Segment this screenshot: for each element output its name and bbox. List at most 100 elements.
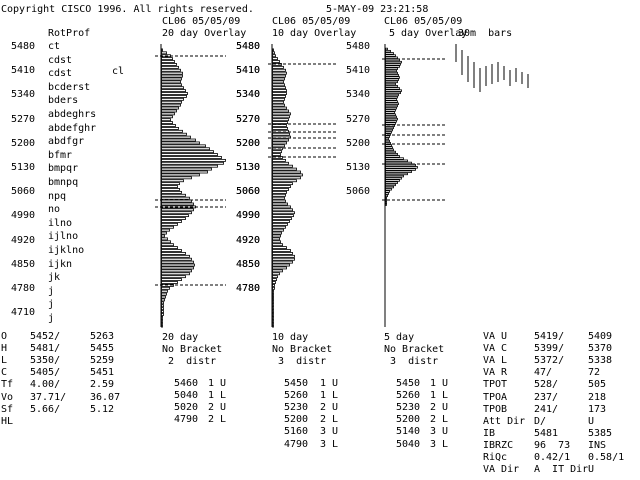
- profile-bar: [161, 147, 210, 151]
- profile-bar: [385, 117, 398, 121]
- profile-bar: [161, 121, 173, 124]
- profile-bar: [272, 48, 274, 52]
- distr-label: 1 L: [430, 390, 449, 402]
- profile-bar: [161, 275, 186, 279]
- distr-price: 4790: [174, 414, 199, 426]
- panel3-footer-1: No Bracket: [384, 344, 445, 355]
- profile-bar: [385, 163, 416, 167]
- profile-bar: [385, 63, 401, 66]
- profile-bar: [161, 281, 178, 284]
- profile-bar: [161, 301, 164, 305]
- profile-bar: [272, 205, 291, 209]
- stat-label: IBRZC: [483, 439, 514, 451]
- profile-bar: [272, 86, 286, 90]
- panel2-title: CL06 05/05/09: [272, 16, 351, 27]
- panel-price-label: 4780: [236, 283, 261, 294]
- profile-bar: [272, 295, 274, 299]
- distr-price: 5160: [284, 426, 309, 438]
- stat-label: VA L: [483, 355, 508, 367]
- distr-label: 2 U: [208, 402, 227, 414]
- stat-value-b: 173: [588, 403, 607, 415]
- profile-bar: [272, 89, 287, 93]
- profile-bar: [161, 243, 174, 247]
- copyright-text: Copyright CISCO 1996. All rights reserve…: [1, 4, 254, 15]
- profile-bar: [272, 237, 280, 241]
- profile-bar: [272, 252, 293, 255]
- profile-bar: [272, 127, 288, 130]
- profile-bar: [272, 313, 274, 316]
- profile-bar: [161, 295, 166, 299]
- stat-value-b: 5338: [588, 355, 613, 367]
- profile-bar: [161, 86, 184, 90]
- panel-price-label: 4850: [236, 258, 261, 270]
- profile-bar: [272, 106, 287, 110]
- profile-bar: [161, 188, 180, 191]
- tpo-letters: bmpqr: [48, 163, 79, 175]
- stat-label: TPOA: [483, 391, 508, 403]
- profile-bar: [272, 272, 280, 276]
- profile-bar: [385, 126, 394, 130]
- profile-bar: [161, 161, 224, 165]
- panel3-footer-2: 3 distr: [384, 356, 439, 367]
- profile-bar: [385, 65, 400, 68]
- profile-bar: [161, 237, 168, 241]
- profile-bar: [272, 158, 286, 162]
- profile-bar: [161, 298, 165, 302]
- tpo-letters: no: [48, 204, 61, 216]
- profile-bar: [161, 92, 188, 95]
- panel1-footer-0: 20 day: [162, 332, 199, 343]
- profile-bar: [272, 214, 294, 218]
- profile-bar: [385, 177, 402, 180]
- distr-price: 5040: [174, 390, 199, 402]
- distr-price: 5460: [174, 378, 199, 389]
- profile-bar: [161, 71, 183, 75]
- panel-price-label: 5270: [236, 113, 261, 125]
- stat-value-a: 5372/: [534, 355, 565, 367]
- stat-value-a: 5350/: [30, 355, 61, 367]
- profile-bar: [161, 220, 182, 223]
- profile-bar: [161, 249, 182, 252]
- profile-bar: [385, 115, 397, 119]
- profile-bar: [161, 74, 183, 78]
- panel1-subtitle: 20 day Overlay: [162, 28, 247, 39]
- stat-label: Sf: [1, 403, 14, 415]
- profile-bar: [272, 97, 285, 101]
- tpo-letters: npq: [48, 190, 67, 202]
- stat-value-b: 5451: [90, 367, 115, 379]
- left-price-label: 5060: [11, 186, 36, 198]
- profile-bar: [272, 257, 295, 261]
- profile-bar: [385, 135, 390, 138]
- profile-bar: [272, 141, 287, 145]
- profile-bar: [272, 60, 280, 63]
- profile-bar: [161, 269, 192, 273]
- stat-value-a: 47/: [534, 367, 553, 379]
- tpo-letters: abdfgr: [48, 136, 85, 148]
- stat-value-b: 505: [588, 379, 607, 391]
- stat-value-b: 5385: [588, 427, 613, 439]
- left-price-label: 5130: [11, 162, 36, 173]
- profile-bar: [161, 185, 178, 188]
- profile-bar: [385, 100, 398, 103]
- profile-bar: [272, 228, 284, 232]
- stat-value-b: 218: [588, 391, 607, 403]
- stat-value-b: 2.59: [90, 379, 115, 391]
- profile-bar: [272, 211, 295, 215]
- distr-label: 2 L: [320, 414, 339, 426]
- stat-value-b: INS: [588, 439, 607, 451]
- profile-bar: [385, 60, 402, 64]
- stat-value-b: 0.58/1: [588, 452, 625, 463]
- profile-bar: [161, 254, 190, 258]
- stat-value-b: 72: [588, 367, 601, 379]
- profile-bar: [161, 310, 164, 313]
- profile-bar: [272, 92, 287, 95]
- profile-bar: [161, 263, 195, 267]
- stat-value-b: U: [588, 464, 595, 476]
- stat-value-a: A IT Dir: [534, 464, 589, 476]
- profile-bar: [272, 310, 274, 313]
- panel-price-label: 5130: [236, 162, 261, 173]
- profile-bar: [385, 54, 396, 57]
- stat-value-a: 237/: [534, 391, 559, 403]
- panel-price-label: 5060: [346, 186, 371, 198]
- profile-bar: [385, 157, 404, 160]
- profile-bar: [385, 113, 396, 116]
